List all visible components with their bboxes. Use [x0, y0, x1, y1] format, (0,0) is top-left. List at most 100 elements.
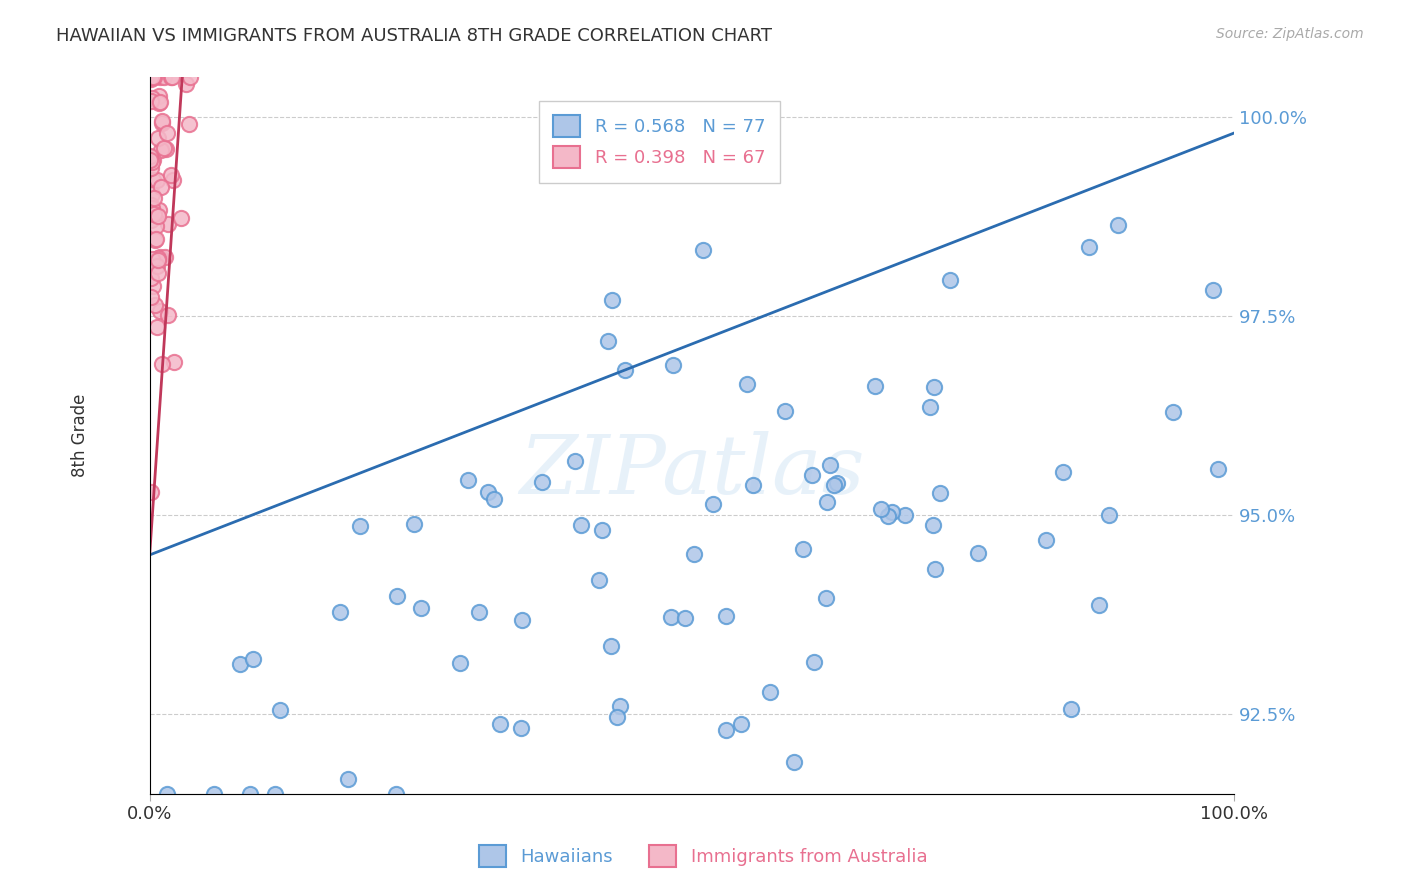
Immigrants from Australia: [150, 116, 173, 130]
Hawaiians: [1052, 465, 1074, 479]
Hawaiians: [606, 710, 628, 724]
Hawaiians: [662, 358, 685, 372]
Immigrants from Australia: [139, 150, 162, 164]
Immigrants from Australia: [159, 168, 181, 182]
Immigrants from Australia: [143, 70, 166, 85]
Immigrants from Australia: [155, 142, 177, 156]
Hawaiians: [865, 379, 887, 393]
Immigrants from Australia: [152, 70, 174, 85]
Hawaiians: [827, 475, 849, 490]
Immigrants from Australia: [146, 266, 169, 280]
Hawaiians: [823, 478, 845, 492]
Immigrants from Australia: [143, 207, 166, 221]
Hawaiians: [929, 485, 952, 500]
Hawaiians: [815, 494, 838, 508]
Hawaiians: [880, 505, 903, 519]
Immigrants from Australia: [149, 143, 172, 157]
Y-axis label: 8th Grade: 8th Grade: [72, 394, 89, 477]
Hawaiians: [893, 508, 915, 522]
Immigrants from Australia: [145, 319, 167, 334]
Hawaiians: [385, 589, 408, 603]
Hawaiians: [737, 376, 759, 391]
Immigrants from Australia: [156, 217, 179, 231]
Hawaiians: [759, 685, 782, 699]
Hawaiians: [349, 518, 371, 533]
Hawaiians: [457, 473, 479, 487]
Hawaiians: [815, 591, 838, 605]
Immigrants from Australia: [143, 233, 166, 247]
Immigrants from Australia: [142, 153, 165, 167]
Hawaiians: [264, 787, 287, 801]
Immigrants from Australia: [141, 91, 163, 105]
Immigrants from Australia: [142, 173, 165, 187]
Immigrants from Australia: [162, 173, 184, 187]
Immigrants from Australia: [149, 70, 172, 85]
Hawaiians: [156, 787, 179, 801]
Immigrants from Australia: [153, 141, 176, 155]
Hawaiians: [938, 273, 960, 287]
Hawaiians: [402, 517, 425, 532]
Hawaiians: [477, 484, 499, 499]
Hawaiians: [702, 497, 724, 511]
Hawaiians: [591, 523, 613, 537]
Hawaiians: [966, 546, 988, 560]
Immigrants from Australia: [148, 202, 170, 217]
Hawaiians: [803, 655, 825, 669]
Immigrants from Australia: [153, 250, 176, 264]
Immigrants from Australia: [141, 252, 163, 267]
Immigrants from Australia: [179, 70, 201, 85]
Immigrants from Australia: [141, 70, 163, 85]
Hawaiians: [742, 478, 765, 492]
Immigrants from Australia: [148, 95, 170, 110]
Immigrants from Australia: [145, 219, 167, 233]
Hawaiians: [1087, 598, 1109, 612]
Hawaiians: [673, 611, 696, 625]
Immigrants from Australia: [145, 173, 167, 187]
Immigrants from Australia: [145, 259, 167, 273]
Immigrants from Australia: [177, 117, 200, 131]
Hawaiians: [783, 756, 806, 770]
Immigrants from Australia: [142, 70, 165, 85]
Immigrants from Australia: [141, 186, 163, 201]
Hawaiians: [1206, 462, 1229, 476]
Hawaiians: [510, 721, 533, 735]
Immigrants from Australia: [141, 72, 163, 87]
Hawaiians: [588, 573, 610, 587]
Hawaiians: [488, 717, 510, 731]
Immigrants from Australia: [139, 94, 162, 108]
Immigrants from Australia: [142, 278, 165, 293]
Hawaiians: [336, 772, 359, 787]
Immigrants from Australia: [139, 70, 162, 85]
Immigrants from Australia: [149, 95, 172, 110]
Text: ZIPatlas: ZIPatlas: [519, 432, 865, 511]
Hawaiians: [411, 601, 433, 615]
Immigrants from Australia: [174, 77, 197, 91]
Immigrants from Australia: [149, 250, 172, 264]
Hawaiians: [922, 380, 945, 394]
Hawaiians: [870, 502, 893, 516]
Hawaiians: [773, 404, 796, 418]
Immigrants from Australia: [169, 211, 191, 226]
Hawaiians: [1035, 533, 1057, 547]
Hawaiians: [1161, 405, 1184, 419]
Immigrants from Australia: [163, 354, 186, 368]
Text: HAWAIIAN VS IMMIGRANTS FROM AUSTRALIA 8TH GRADE CORRELATION CHART: HAWAIIAN VS IMMIGRANTS FROM AUSTRALIA 8T…: [56, 27, 772, 45]
Immigrants from Australia: [157, 308, 180, 322]
Legend: Hawaiians, Immigrants from Australia: Hawaiians, Immigrants from Australia: [471, 838, 935, 874]
Immigrants from Australia: [150, 180, 173, 194]
Hawaiians: [692, 244, 714, 258]
Hawaiians: [530, 475, 553, 489]
Immigrants from Australia: [149, 304, 172, 318]
Immigrants from Australia: [139, 290, 162, 304]
Immigrants from Australia: [141, 161, 163, 175]
Hawaiians: [564, 454, 586, 468]
Hawaiians: [730, 716, 752, 731]
Hawaiians: [569, 517, 592, 532]
Hawaiians: [598, 334, 620, 348]
Hawaiians: [1202, 283, 1225, 297]
Hawaiians: [1107, 218, 1129, 232]
Immigrants from Australia: [139, 70, 162, 85]
Hawaiians: [877, 508, 900, 523]
Hawaiians: [614, 362, 637, 376]
Immigrants from Australia: [143, 298, 166, 312]
